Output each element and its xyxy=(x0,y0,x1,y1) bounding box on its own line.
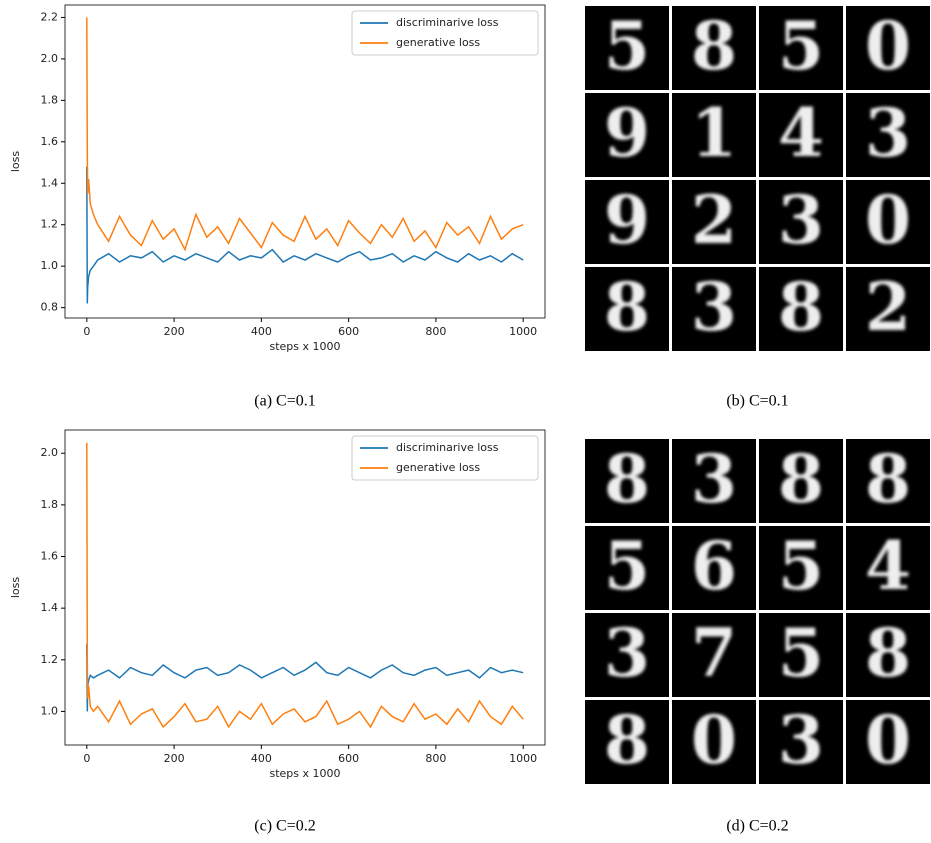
digit: 9 xyxy=(604,181,650,259)
y-tick-label: 1.0 xyxy=(41,704,59,717)
y-tick-label: 2.2 xyxy=(41,10,59,23)
legend-label: discriminarive loss xyxy=(396,441,499,454)
y-tick-label: 1.2 xyxy=(41,218,59,231)
digit: 5 xyxy=(778,7,824,85)
x-tick-label: 400 xyxy=(251,752,272,765)
digit: 7 xyxy=(691,614,737,692)
digit: 8 xyxy=(778,440,824,518)
digit: 0 xyxy=(865,7,911,85)
digit: 8 xyxy=(691,7,737,85)
digit: 5 xyxy=(778,527,824,605)
y-tick-label: 1.8 xyxy=(41,93,59,106)
y-tick-label: 2.0 xyxy=(41,446,59,459)
x-tick-label: 600 xyxy=(338,325,359,338)
digit: 2 xyxy=(865,268,911,346)
x-axis-label: steps x 1000 xyxy=(269,340,340,353)
y-tick-label: 2.0 xyxy=(41,52,59,65)
digit: 8 xyxy=(865,440,911,518)
digit: 4 xyxy=(778,94,824,172)
digit: 5 xyxy=(604,527,650,605)
caption: (a) C=0.1 xyxy=(254,393,315,410)
digit: 8 xyxy=(778,268,824,346)
x-tick-label: 200 xyxy=(164,325,185,338)
x-tick-label: 800 xyxy=(425,752,446,765)
digit: 3 xyxy=(604,614,650,692)
y-tick-label: 1.4 xyxy=(41,601,59,614)
digit: 6 xyxy=(691,527,737,605)
digit: 5 xyxy=(604,7,650,85)
digit: 0 xyxy=(691,701,737,779)
digit: 8 xyxy=(604,701,650,779)
digit: 3 xyxy=(691,268,737,346)
y-tick-label: 1.0 xyxy=(41,259,59,272)
line xyxy=(87,443,523,727)
x-tick-label: 600 xyxy=(338,752,359,765)
digit: 4 xyxy=(865,527,911,605)
digit: 8 xyxy=(604,268,650,346)
y-tick-label: 1.2 xyxy=(41,653,59,666)
caption: (c) C=0.2 xyxy=(254,818,315,835)
x-tick-label: 800 xyxy=(425,325,446,338)
y-tick-label: 1.6 xyxy=(41,135,59,148)
digit: 9 xyxy=(604,94,650,172)
digit: 8 xyxy=(865,614,911,692)
x-tick-label: 400 xyxy=(251,325,272,338)
digit: 1 xyxy=(691,94,737,172)
legend-label: generative loss xyxy=(396,461,480,474)
figure: 0.81.01.21.41.61.82.02.20200400600800100… xyxy=(0,0,931,843)
digit: 5 xyxy=(778,614,824,692)
y-tick-label: 1.6 xyxy=(41,550,59,563)
caption: (d) C=0.2 xyxy=(726,818,788,835)
y-tick-label: 0.8 xyxy=(41,301,59,314)
digit: 0 xyxy=(865,701,911,779)
digit: 0 xyxy=(865,181,911,259)
caption: (b) C=0.1 xyxy=(726,393,788,410)
x-tick-label: 0 xyxy=(83,752,90,765)
digit: 3 xyxy=(691,440,737,518)
digit: 3 xyxy=(778,701,824,779)
x-tick-label: 1000 xyxy=(509,325,537,338)
digit: 3 xyxy=(778,181,824,259)
y-axis-label: loss xyxy=(9,577,22,599)
x-tick-label: 200 xyxy=(164,752,185,765)
y-tick-label: 1.4 xyxy=(41,176,59,189)
digit: 8 xyxy=(604,440,650,518)
legend-label: generative loss xyxy=(396,36,480,49)
legend-label: discriminarive loss xyxy=(396,16,499,29)
line xyxy=(87,644,523,711)
digit: 3 xyxy=(865,94,911,172)
x-axis-label: steps x 1000 xyxy=(269,767,340,780)
y-axis-label: loss xyxy=(9,151,22,173)
x-tick-label: 0 xyxy=(83,325,90,338)
digit: 2 xyxy=(691,181,737,259)
x-tick-label: 1000 xyxy=(509,752,537,765)
y-tick-label: 1.8 xyxy=(41,498,59,511)
